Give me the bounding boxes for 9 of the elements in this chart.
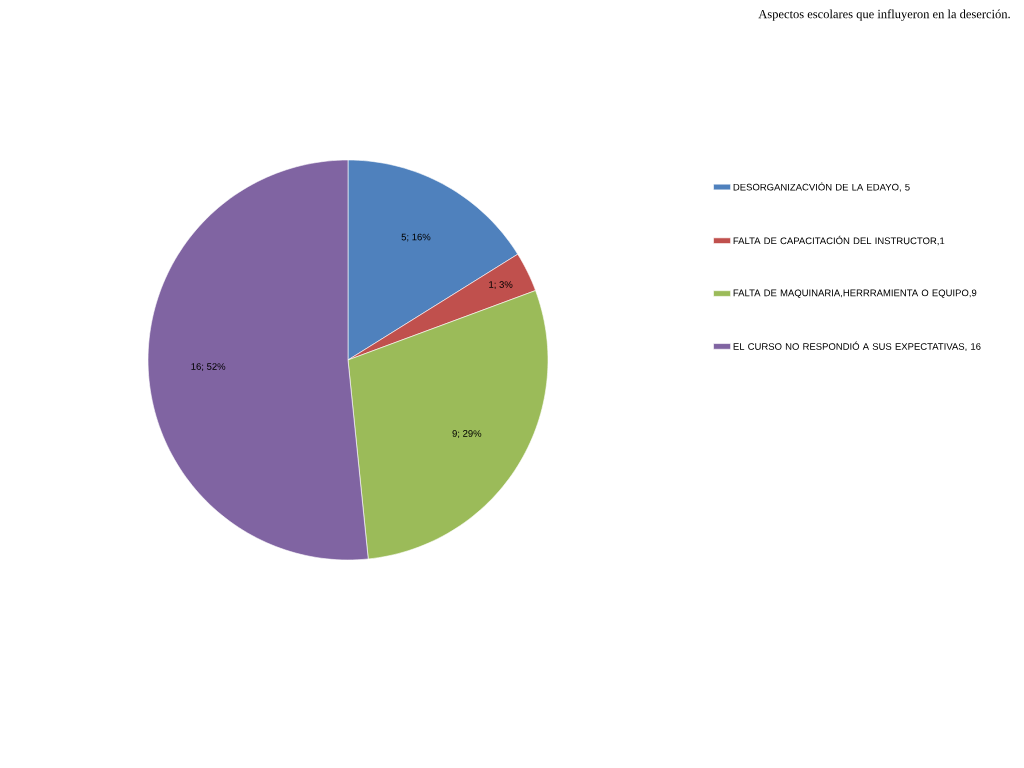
legend-label: EL CURSO NO RESPONDIÓ A SUS EXPECTATIVAS, 16 [733, 341, 981, 352]
data-label: 9; 29% [452, 430, 482, 438]
data-label: 16; 52% [191, 363, 226, 372]
chart-title: Aspectos escolares que influyeron en la deserción. [758, 9, 1010, 21]
data-label: 5; 16% [401, 233, 431, 242]
legend-label: DESORGANIZACVIÓN DE LA EDAYO, 5 [733, 182, 910, 192]
legend-label: FALTA DE MAQUINARIA,HERRRAMIENTA O EQUIPO,9 [733, 289, 977, 298]
legend-label: FALTA DE CAPACITACIÓN DEL INSTRUCTOR,1 [733, 235, 945, 246]
data-label: 1; 3% [489, 281, 513, 290]
